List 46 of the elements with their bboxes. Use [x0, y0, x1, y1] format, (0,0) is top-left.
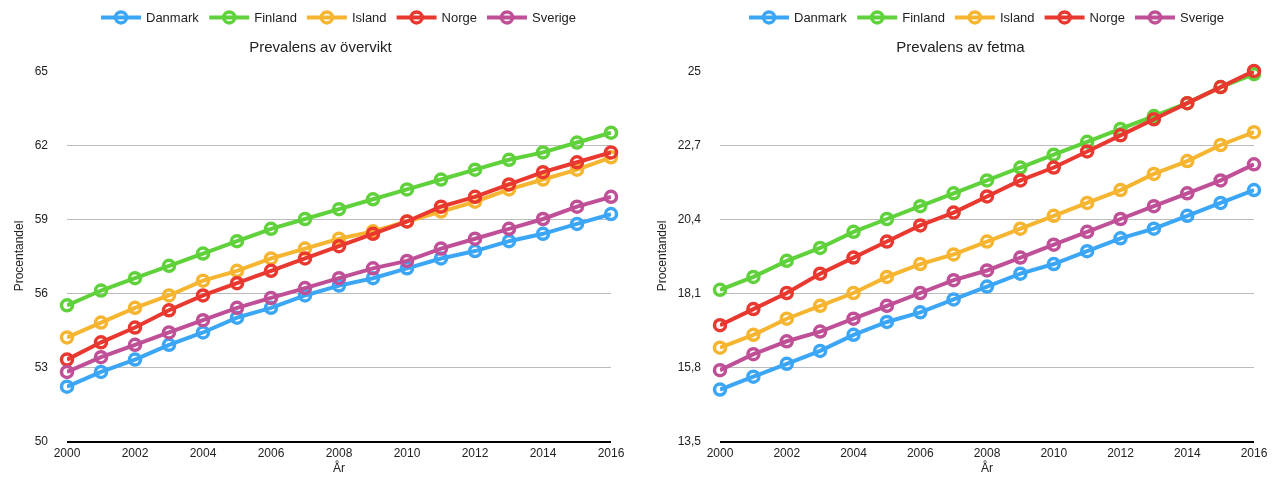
y-axis-title: Procentandel: [654, 220, 669, 292]
y-tick-label: 59: [34, 212, 49, 227]
chart-title: Prevalens av övervikt: [249, 37, 393, 55]
x-tick-label: 2014: [529, 446, 557, 461]
y-tick-label: 65: [34, 64, 49, 79]
legend-label: Sverige: [532, 10, 577, 26]
x-tick-label: 2004: [189, 446, 217, 461]
x-tick-label: 2014: [1173, 446, 1201, 461]
legend-label: Island: [999, 10, 1035, 26]
x-tick-label: 2012: [1107, 446, 1135, 461]
y-tick-label: 15,8: [677, 360, 702, 375]
x-tick-label: 2000: [706, 446, 734, 461]
x-tick-label: 2010: [1040, 446, 1068, 461]
legend-label: Finland: [902, 10, 945, 26]
legend-label: Danmark: [794, 10, 848, 26]
legend-label: Finland: [254, 10, 297, 26]
x-tick-label: 2016: [1240, 446, 1268, 461]
y-tick-label: 50: [34, 434, 49, 449]
y-tick-label: 13,5: [677, 434, 702, 449]
y-axis-title: Procentandel: [11, 220, 26, 292]
x-tick-label: 2008: [973, 446, 1001, 461]
x-tick-label: 2004: [840, 446, 868, 461]
x-axis-title: År: [981, 460, 993, 476]
x-tick-label: 2012: [461, 446, 489, 461]
chart-title: Prevalens av fetma: [896, 37, 1026, 55]
x-tick-label: 2016: [597, 446, 625, 461]
y-tick-label: 56: [34, 286, 49, 301]
x-tick-label: 2008: [325, 446, 353, 461]
x-tick-label: 2002: [121, 446, 149, 461]
legend-label: Sverige: [1180, 10, 1225, 26]
x-tick-label: 2010: [393, 446, 421, 461]
y-tick-label: 53: [34, 360, 49, 375]
x-tick-label: 2006: [257, 446, 285, 461]
x-tick-label: 2002: [773, 446, 801, 461]
legend-label: Norge: [441, 10, 477, 26]
y-tick-label: 18,1: [677, 286, 702, 301]
y-tick-label: 22,7: [677, 138, 702, 153]
x-axis-title: År: [333, 460, 345, 476]
x-tick-label: 2006: [906, 446, 934, 461]
legend-label: Danmark: [146, 10, 200, 26]
y-tick-label: 20,4: [677, 212, 702, 227]
y-tick-label: 25: [687, 64, 702, 79]
legend-label: Island: [351, 10, 387, 26]
legend-label: Norge: [1089, 10, 1125, 26]
y-tick-label: 62: [34, 138, 49, 153]
x-tick-label: 2000: [53, 446, 81, 461]
